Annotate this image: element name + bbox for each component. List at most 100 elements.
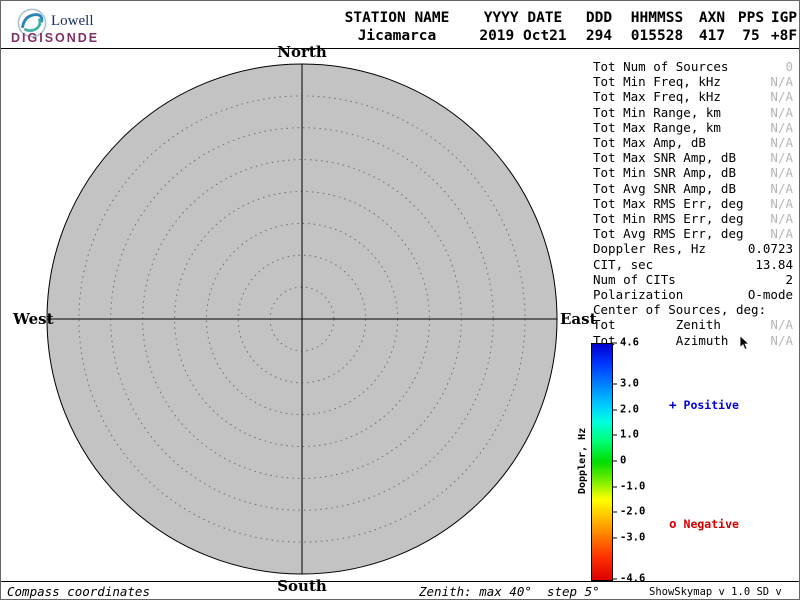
stat-label: Tot Min RMS Err, deg [593,211,744,227]
zenith-range-label: Zenith: max 40° step 5° [419,584,600,599]
colorbar-tick: 4.6 [612,336,639,349]
header-igp-value: +8F [770,28,798,44]
stat-label: Tot Max Range, km [593,119,721,135]
header-igp-label: IGP [770,10,798,26]
stat-value: N/A [770,104,793,120]
digisonde-logo: Lowell DIGISONDE [9,6,149,48]
stat-row: Tot Avg RMS Err, deg N/A [593,226,793,241]
stat-label: Num of CITs [593,271,676,287]
compass-label-east: East [560,310,597,328]
stat-row: Tot Max Range, km N/A [593,120,793,135]
doppler-colorbar: Doppler, Hz 4.6 3.0 2.0 1.0 0 -1.0 -2.0 … [577,337,797,585]
stat-row: Tot Max Freq, kHz N/A [593,89,793,104]
positive-marker-icon: + [669,397,677,412]
stat-row: Tot Max RMS Err, deg N/A [593,196,793,211]
header-divider [1,48,799,49]
stat-value: N/A [770,135,793,151]
stat-value: 13.84 [755,256,793,272]
stat-value: 0.0723 [747,241,793,257]
logo-digisonde-text: DIGISONDE [11,31,100,45]
stat-label: Tot Max Freq, kHz [593,89,721,105]
stat-row: Tot Avg SNR Amp, dB N/A [593,181,793,196]
stat-label: Tot Max RMS Err, deg [593,195,744,211]
colorbar-tick: -3.0 [611,531,646,544]
colorbar-tick: 3.0 [612,377,639,390]
stat-row-num-cits: Num of CITs 2 [593,272,793,287]
version-label: ShowSkymap v 1.0 SD v 4.2 [649,586,782,599]
stat-value: 2 [785,271,793,287]
stat-row-num-sources: Tot Num of Sources 0 [593,59,793,74]
stat-value: N/A [770,74,793,90]
stat-label: Tot Min SNR Amp, dB [593,165,736,181]
colorbar-tick: -2.0 [611,505,646,518]
header-hhmmss-value: 015528 [630,28,684,44]
header-hhmmss-label: HHMMSS [630,10,684,26]
stat-row: Tot Min Range, km N/A [593,105,793,120]
coordinate-system-label: Compass coordinates [7,584,150,599]
stat-label: Doppler Res, Hz [593,241,706,257]
stat-value: N/A [770,165,793,181]
stat-row: Tot Max Amp, dB N/A [593,135,793,150]
stat-label: CIT, sec [593,256,654,272]
header-table: STATION NAME YYYY DATE DDD HHMMSS AXN PP… [323,9,799,45]
stat-row-zenith: Tot Zenith N/A [593,317,793,332]
stat-label: Tot Avg SNR Amp, dB [593,180,736,196]
header-axn-value: 417 [698,28,726,44]
stat-value: N/A [770,211,793,227]
legend-positive-label: Positive [683,398,739,412]
header-ddd-label: DDD [585,10,613,26]
header-axn-label: AXN [698,10,726,26]
stat-row: Tot Min SNR Amp, dB N/A [593,165,793,180]
stat-label: Polarization [593,287,684,303]
header-ddd-value: 294 [585,28,613,44]
digisonde-logo-icon [17,8,47,38]
colorbar-tick: 0 [611,454,627,467]
stat-row: Tot Min RMS Err, deg N/A [593,211,793,226]
header-date-label: YYYY DATE [483,10,563,26]
compass-label-north: North [277,43,327,61]
stat-value: N/A [770,89,793,105]
footer-divider [1,581,799,582]
stat-row-cit: CIT, sec 13.84 [593,257,793,272]
colorbar-axis-label: Doppler, Hz [577,427,588,495]
header-station-name-value: Jicamarca [357,28,437,44]
stat-row-center-of-sources: Center of Sources, deg: [593,302,793,317]
stat-value: N/A [770,317,793,333]
negative-marker-icon: o [669,516,677,531]
header-pps-label: PPS [737,10,765,26]
stat-value: N/A [770,119,793,135]
colorbar-tick: -1.0 [611,480,646,493]
statistics-panel: Tot Num of Sources 0 Tot Min Freq, kHz N/A… [593,59,793,348]
header-pps-value: 75 [742,28,760,44]
stat-label: Tot Avg RMS Err, deg [593,226,744,242]
colorbar-tick: 2.0 [612,403,639,416]
stat-label: Tot Max Amp, dB [593,135,706,151]
legend-positive: + Positive [669,397,739,412]
logo-lowell-text: Lowell [51,13,94,29]
stat-value: N/A [770,195,793,211]
stat-label: Tot Min Range, km [593,104,721,120]
stat-row: Tot Min Freq, kHz N/A [593,74,793,89]
mouse-cursor-icon [739,335,751,351]
stat-row-polarization: Polarization O-mode [593,287,793,302]
legend-negative: o Negative [669,516,739,531]
stat-row-doppler-res: Doppler Res, Hz 0.0723 [593,241,793,256]
stat-value: N/A [770,180,793,196]
stat-value: 0 [785,59,793,74]
stat-value: N/A [770,226,793,242]
colorbar-gradient [591,343,613,581]
colorbar-tick: -4.6 [611,572,646,585]
stat-value: N/A [770,332,793,348]
stat-label: Tot Num of Sources [593,59,729,74]
colorbar-tick: 1.0 [612,428,639,441]
header-date-value: 2019 Oct21 [479,28,567,44]
stat-label: Tot Min Freq, kHz [593,74,721,90]
skymap-polar-plot [46,63,558,575]
stat-label: Center of Sources, deg: [593,302,767,318]
stat-label: Tot Zenith [593,317,721,333]
stat-value: N/A [770,150,793,166]
stat-label: Tot Max SNR Amp, dB [593,150,736,166]
header-station-name-label: STATION NAME [344,10,450,26]
stat-value: O-mode [747,287,793,303]
